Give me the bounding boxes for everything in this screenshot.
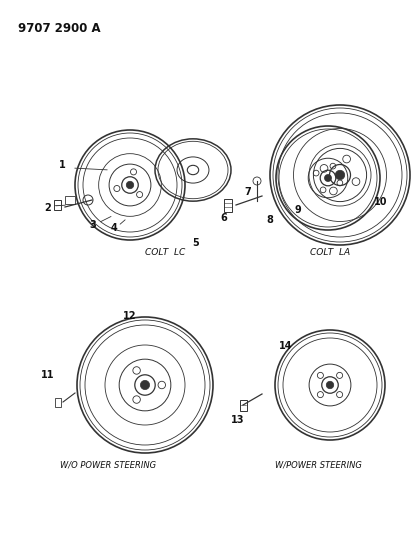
Text: 7: 7 [245, 187, 252, 197]
Text: 13: 13 [231, 415, 245, 425]
Bar [224, 199, 232, 212]
Text: 11: 11 [41, 370, 55, 380]
Text: 6: 6 [221, 213, 227, 223]
Text: 10: 10 [374, 197, 388, 207]
Text: 5: 5 [193, 238, 199, 248]
Text: 9707 2900 A: 9707 2900 A [18, 22, 101, 35]
Text: 4: 4 [111, 223, 118, 233]
Bar [65, 196, 75, 204]
Circle shape [325, 174, 332, 182]
Circle shape [141, 381, 150, 390]
Text: W/POWER STEERING: W/POWER STEERING [275, 460, 361, 469]
Text: 1: 1 [59, 160, 65, 170]
Text: 3: 3 [90, 220, 96, 230]
Bar [55, 398, 61, 407]
Circle shape [335, 170, 345, 180]
Text: W/O POWER STEERING: W/O POWER STEERING [60, 460, 156, 469]
Text: 12: 12 [123, 311, 137, 321]
Circle shape [126, 181, 134, 189]
Text: COLT  LC: COLT LC [145, 248, 185, 257]
Text: 9: 9 [295, 205, 301, 215]
Text: 14: 14 [279, 341, 293, 351]
Circle shape [326, 381, 334, 389]
Text: 2: 2 [45, 203, 51, 213]
Bar [240, 400, 247, 411]
Text: COLT  LA: COLT LA [310, 248, 350, 257]
Text: 8: 8 [267, 215, 273, 225]
Bar [54, 200, 61, 210]
